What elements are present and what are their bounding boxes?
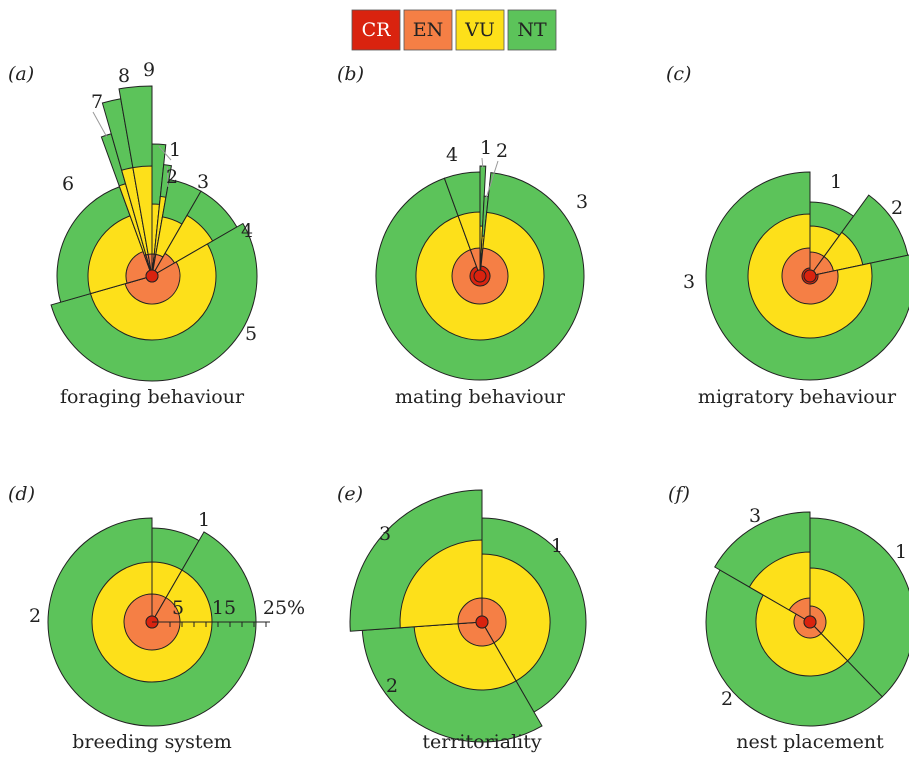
panel-tag: (b) <box>337 63 364 85</box>
legend-swatch-nt <box>507 9 557 51</box>
scale-label-1: 15 <box>212 597 236 619</box>
legend-swatch-en <box>403 9 453 51</box>
panel-2: 1 2 3 4 (b) mating behaviour <box>337 63 588 408</box>
segment-6 <box>56 186 153 303</box>
wedge-9-vu <box>132 165 153 277</box>
segment-5 <box>50 222 258 382</box>
segment-label-7: 7 <box>91 91 103 113</box>
panel-title: mating behaviour <box>395 386 566 408</box>
segment-2 <box>808 194 909 277</box>
leader-line-1 <box>158 145 172 161</box>
wedge-5-en <box>124 261 181 305</box>
segment-label-1: 1 <box>895 541 907 563</box>
segment-label-2: 2 <box>386 675 398 697</box>
leader-line-7 <box>92 111 108 138</box>
panel-title: foraging behaviour <box>60 386 245 408</box>
segment-label-2: 2 <box>891 197 903 219</box>
panel-title: migratory behaviour <box>698 386 897 408</box>
centre-dot <box>803 269 817 283</box>
segment-label-1: 1 <box>169 139 181 161</box>
centre-dot <box>145 269 159 283</box>
segment-label-1: 1 <box>198 509 210 531</box>
panel-tag: (a) <box>8 63 34 85</box>
leader-line-2 <box>166 167 169 188</box>
panel-title: territoriality <box>422 731 541 753</box>
panel-tag: (f) <box>668 483 690 505</box>
legend-label-cr: CR <box>362 19 392 41</box>
segment-label-8: 8 <box>118 65 130 87</box>
segment-label-3: 3 <box>576 191 588 213</box>
segment-label-1: 1 <box>480 137 492 159</box>
segment-label-1: 1 <box>830 171 842 193</box>
panel-tag: (e) <box>337 483 363 505</box>
panel-5: 1 2 3 (e) territoriality <box>337 483 587 753</box>
panel-4: 1 2 5 15 25% (d) breeding system <box>8 483 305 753</box>
panel-title: breeding system <box>72 731 232 753</box>
wedge-2-en <box>457 621 495 647</box>
segment-4 <box>150 190 238 278</box>
segment-1 <box>481 517 587 713</box>
segment-label-2: 2 <box>496 140 508 162</box>
wedge-1-vu <box>481 553 551 682</box>
leader-line-2 <box>485 160 499 199</box>
segment-label-4: 4 <box>241 220 253 242</box>
segment-label-5: 5 <box>245 323 257 345</box>
wedge-1-vu <box>809 567 865 662</box>
segment-label-2: 2 <box>721 688 733 710</box>
panel-6: 1 2 3 (f) nest placement <box>668 483 909 753</box>
segment-label-2: 2 <box>29 605 41 627</box>
wedge-4-en <box>469 247 481 277</box>
segment-label-4: 4 <box>446 144 458 166</box>
legend-label-nt: NT <box>517 19 547 41</box>
segment-label-3: 3 <box>749 505 761 527</box>
wedge-3-en <box>788 597 811 623</box>
segment-2 <box>361 621 543 743</box>
segment-4 <box>443 171 481 277</box>
segment-label-3: 3 <box>379 523 391 545</box>
segment-3 <box>714 511 811 623</box>
wedge-3-en <box>457 597 483 625</box>
segment-label-1: 1 <box>551 535 563 557</box>
segment-label-2: 2 <box>166 166 178 188</box>
legend-label-vu: VU <box>464 19 495 41</box>
segment-3 <box>349 489 483 632</box>
segment-label-3: 3 <box>197 171 209 193</box>
legend-swatch-vu <box>455 9 505 51</box>
segment-1 <box>809 517 909 698</box>
leader-line-1 <box>481 157 484 169</box>
centre-dot <box>475 615 489 629</box>
segment-9 <box>118 85 153 277</box>
scale-label-2: 25% <box>263 597 305 619</box>
segment-label-6: 6 <box>62 173 74 195</box>
panel-tag: (c) <box>666 63 691 85</box>
wedge-2-vu <box>91 561 213 683</box>
legend: CR EN VU NT <box>351 9 557 51</box>
scale-label-0: 5 <box>172 597 184 619</box>
wedge-3-vu <box>399 539 483 629</box>
panel-tag: (d) <box>8 483 35 505</box>
segment-label-3: 3 <box>683 271 695 293</box>
wedge-1-en <box>809 605 827 635</box>
centre-dot <box>803 615 817 629</box>
legend-swatch-cr <box>351 9 401 51</box>
panel-3: 1 2 3 (c) migratory behaviour <box>666 63 909 408</box>
legend-label-en: EN <box>413 19 444 41</box>
segment-label-9: 9 <box>143 59 155 81</box>
centre-dot <box>473 269 487 283</box>
panel-title: nest placement <box>736 731 884 753</box>
